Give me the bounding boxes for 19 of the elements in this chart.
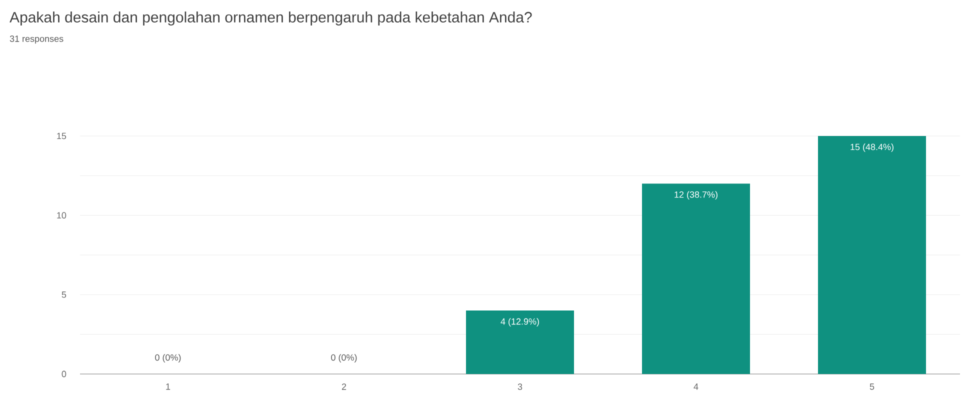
data-label: 15 (48.4%): [850, 144, 894, 152]
y-tick-label: 15: [57, 132, 66, 140]
y-tick-label: 10: [57, 212, 66, 219]
x-tick-label: 4: [694, 384, 698, 390]
bar: [818, 136, 926, 374]
x-tick-label: 1: [166, 384, 170, 390]
y-tick-label: 0: [62, 370, 66, 378]
bar: [466, 310, 574, 374]
chart-subtitle: 31 responses: [10, 36, 64, 44]
bar: [642, 184, 750, 374]
x-tick-label: 2: [342, 384, 346, 390]
x-tick-label: 3: [518, 384, 522, 390]
data-label: 12 (38.7%): [674, 191, 718, 200]
y-tick-label: 5: [62, 292, 66, 298]
chart-title: Apakah desain dan pengolahan ornamen berpengaruh pada kebetahan Anda?: [10, 12, 532, 26]
data-label: 0 (0%): [331, 354, 357, 362]
x-tick-label: 5: [870, 384, 874, 390]
data-label: 4 (12.9%): [500, 318, 539, 326]
data-label: 0 (0%): [155, 354, 181, 362]
